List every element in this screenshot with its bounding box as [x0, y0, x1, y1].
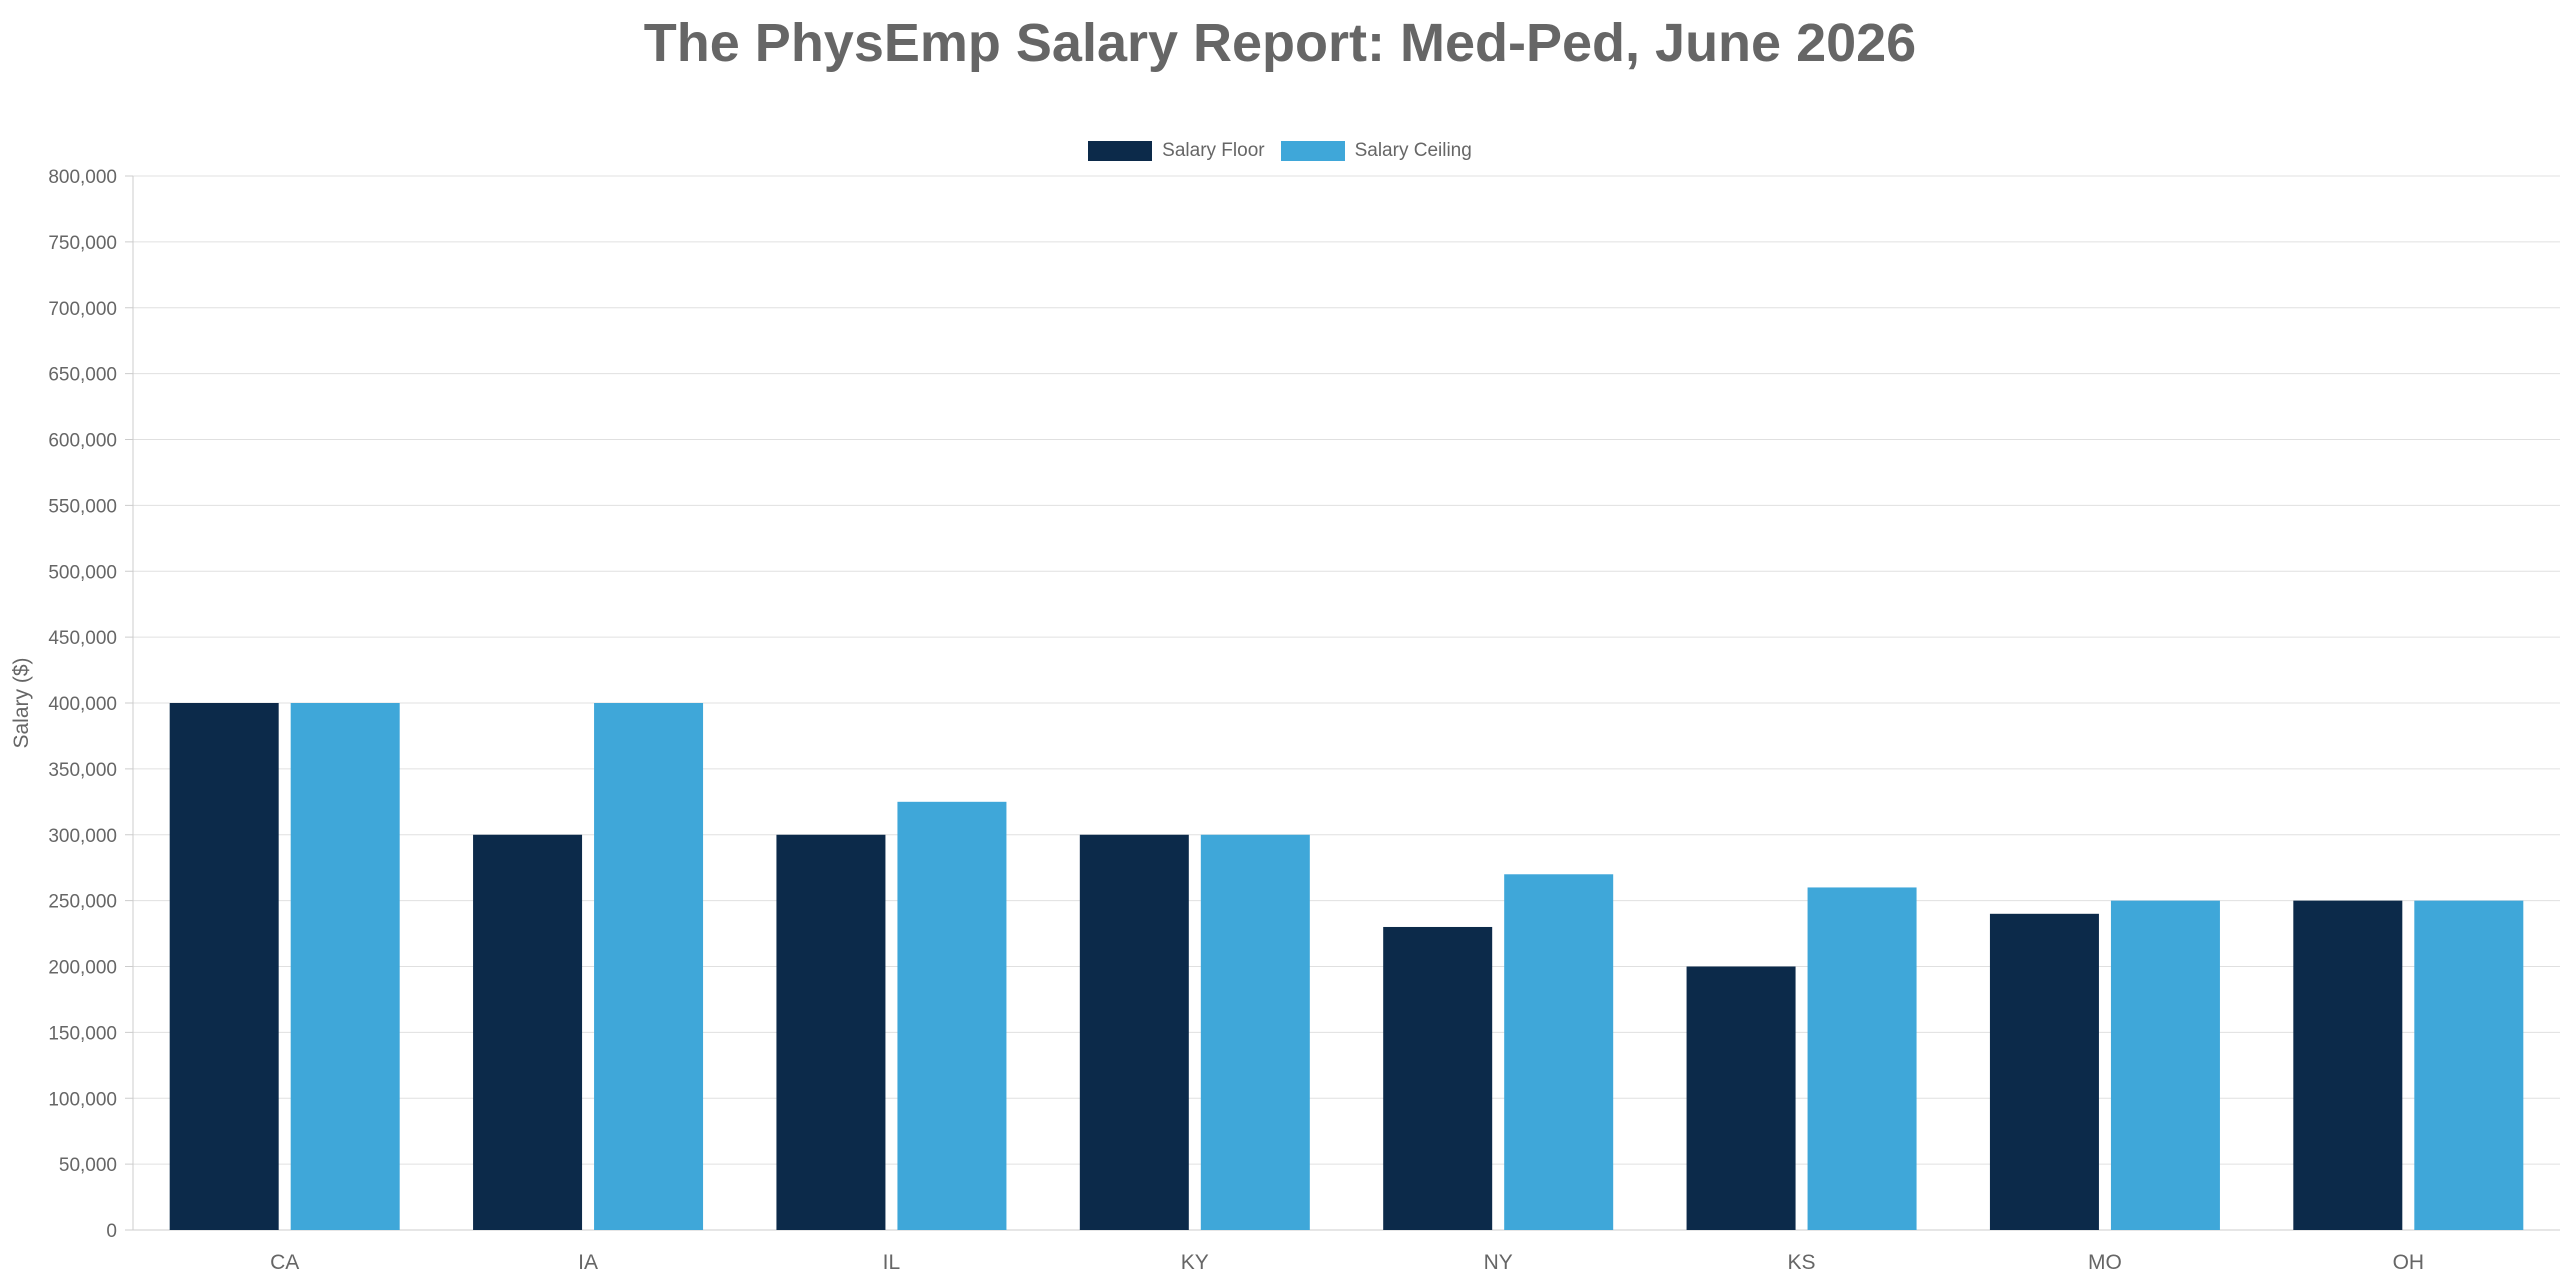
bar-salary-ceiling-oh[interactable]	[2414, 900, 2524, 1230]
y-tick-label: 350,000	[48, 760, 117, 781]
y-tick-label: 400,000	[48, 694, 117, 715]
legend-item-salary-floor[interactable]: Salary Floor	[1088, 140, 1265, 162]
y-tick-label: 100,000	[48, 1089, 117, 1110]
bar-salary-floor-oh[interactable]	[2293, 900, 2403, 1230]
bar-salary-floor-ky[interactable]	[1079, 834, 1189, 1230]
bar-salary-ceiling-il[interactable]	[897, 801, 1007, 1230]
bar-salary-ceiling-mo[interactable]	[2110, 900, 2220, 1230]
y-tick-label: 750,000	[48, 233, 117, 254]
legend-label-salary-floor: Salary Floor	[1162, 140, 1265, 161]
y-tick-label: 250,000	[48, 892, 117, 913]
chart-legend: Salary Floor Salary Ceiling	[0, 140, 2560, 162]
bar-salary-ceiling-ny[interactable]	[1504, 874, 1614, 1230]
x-tick-label: OH	[2393, 1251, 2425, 1274]
x-tick-label: IL	[883, 1251, 901, 1274]
x-tick-label: NY	[1484, 1251, 1513, 1274]
y-tick-label: 800,000	[48, 167, 117, 188]
legend-swatch-salary-floor	[1088, 141, 1153, 161]
y-tick-label: 300,000	[48, 826, 117, 847]
y-tick-label: 200,000	[48, 958, 117, 979]
bar-salary-floor-ca[interactable]	[169, 703, 279, 1230]
y-tick-label: 500,000	[48, 562, 117, 583]
bar-salary-ceiling-ky[interactable]	[1200, 834, 1310, 1230]
bar-salary-floor-ia[interactable]	[473, 834, 583, 1230]
y-tick-label: 700,000	[48, 299, 117, 320]
y-tick-label: 0	[106, 1221, 117, 1242]
y-tick-label: 600,000	[48, 431, 117, 452]
x-tick-label: KY	[1181, 1251, 1209, 1274]
legend-swatch-salary-ceiling	[1280, 141, 1345, 161]
bar-salary-floor-mo[interactable]	[1989, 913, 2099, 1230]
bar-salary-ceiling-ca[interactable]	[290, 703, 400, 1230]
chart-title: The PhysEmp Salary Report: Med-Ped, June…	[643, 13, 1917, 73]
y-tick-label: 550,000	[48, 496, 117, 517]
bar-salary-floor-il[interactable]	[776, 834, 886, 1230]
y-tick-label: 50,000	[59, 1155, 117, 1176]
legend-label-salary-ceiling: Salary Ceiling	[1354, 140, 1472, 161]
bar-salary-ceiling-ks[interactable]	[1807, 887, 1917, 1230]
x-tick-label: MO	[2088, 1251, 2122, 1274]
x-tick-label: KS	[1788, 1251, 1816, 1274]
bar-salary-floor-ny[interactable]	[1383, 926, 1493, 1230]
legend-item-salary-ceiling[interactable]: Salary Ceiling	[1280, 140, 1472, 162]
y-tick-label: 450,000	[48, 628, 117, 649]
bar-salary-floor-ks[interactable]	[1686, 966, 1796, 1231]
y-tick-label: 150,000	[48, 1023, 117, 1044]
bar-salary-ceiling-ia[interactable]	[594, 703, 704, 1230]
x-tick-label: IA	[578, 1251, 598, 1274]
y-tick-label: 650,000	[48, 365, 117, 386]
x-tick-label: CA	[270, 1251, 299, 1274]
